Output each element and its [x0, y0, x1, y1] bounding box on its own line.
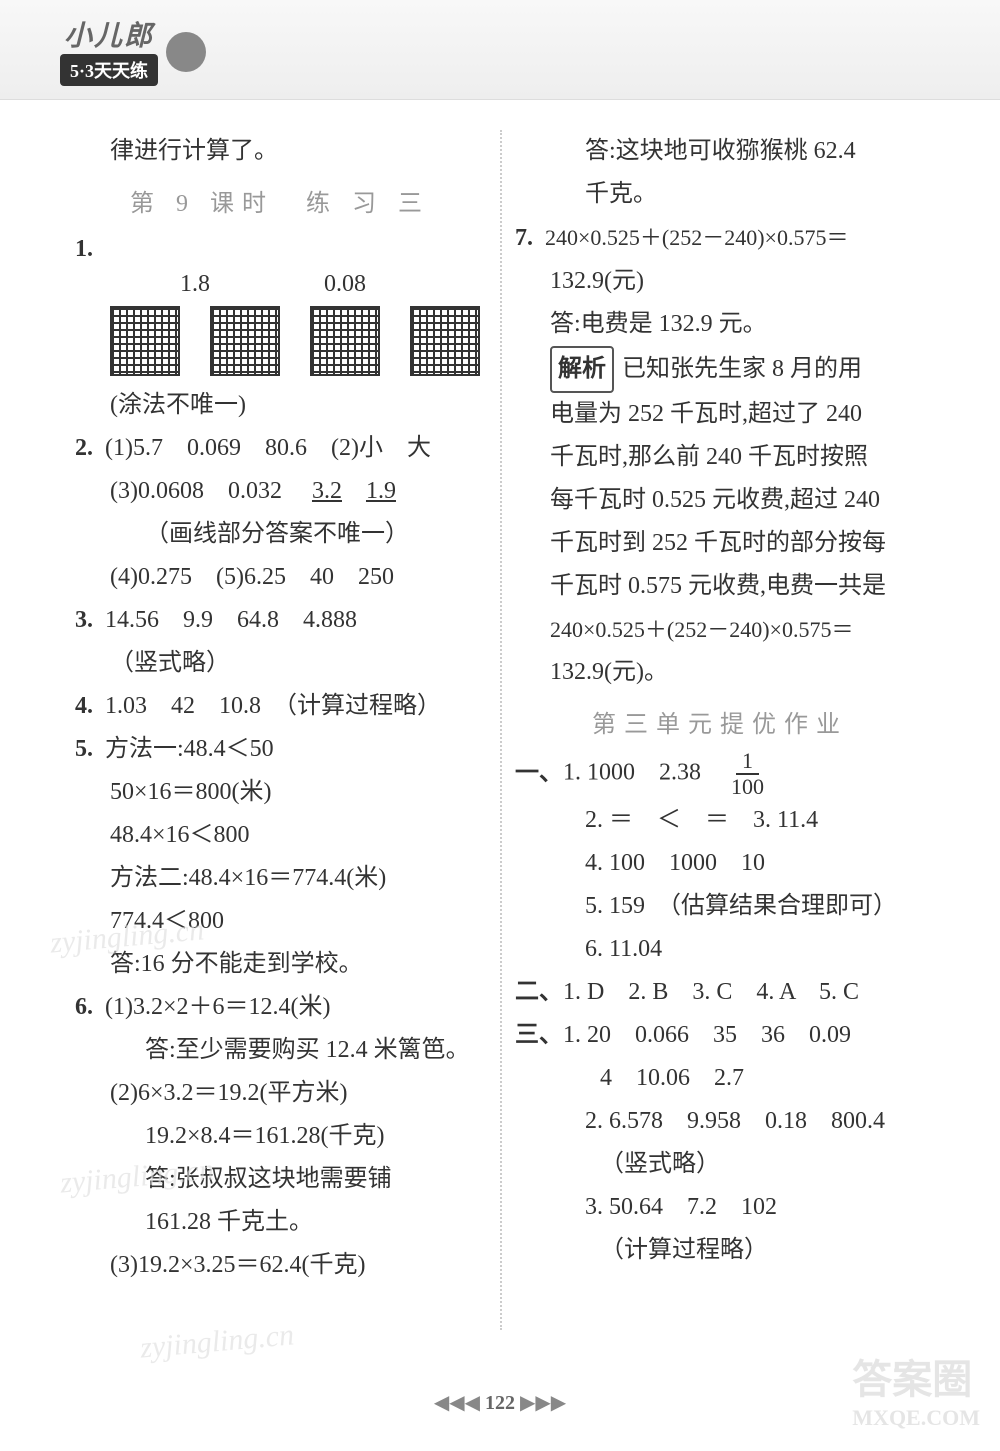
text: (3)0.0608 0.032	[110, 478, 306, 504]
text-line: 132.9(元)	[515, 260, 925, 303]
text-line: 电量为 252 千瓦时,超过了 240	[515, 393, 925, 436]
cartoon-icon	[166, 32, 206, 72]
page-footer: ◀◀◀ 122 ▶▶▶	[0, 1380, 1000, 1415]
text-line: 3. 50.64 7.2 102	[515, 1186, 925, 1229]
fraction: 1 100	[731, 749, 764, 799]
section-title: 第三单元提优作业	[515, 704, 925, 739]
item-number: 2.	[75, 427, 105, 470]
brand-url: MXQE.COM	[852, 1405, 980, 1431]
item-number: 1.	[75, 228, 105, 271]
note: (涂法不唯一)	[75, 384, 485, 427]
column-divider	[500, 130, 502, 1330]
text: 已知张先生家 8 月的用	[622, 356, 862, 382]
text-line: 4 10.06 2.7	[515, 1057, 925, 1100]
text-line: 2. 6.578 9.958 0.18 800.4	[515, 1100, 925, 1143]
text-line: (3)0.0608 0.032 3.2 1.9	[75, 470, 485, 513]
item-number: 7.	[515, 217, 545, 260]
text-line: （竖式略）	[515, 1143, 925, 1186]
text-line: 161.28 千克土。	[75, 1201, 485, 1244]
text-line: 240×0.525＋(252－240)×0.575＝	[515, 608, 925, 651]
fraction-denominator: 100	[731, 775, 764, 799]
text-line: 答:至少需要购买 12.4 米篱笆。	[75, 1029, 485, 1072]
page-number: 122	[485, 1392, 515, 1414]
s3-row: 三、 1. 20 0.066 35 36 0.09	[515, 1014, 925, 1057]
text-line: (1)5.7 0.069 80.6 (2)小 大	[105, 427, 431, 470]
value: 0.08	[280, 271, 410, 298]
grid-icon	[110, 306, 180, 376]
content-area: 律进行计算了。 第 9 课时 练 习 三 1. 1.8 0.08 (涂法不唯一)…	[0, 100, 1000, 1380]
watermark-brand: 答案圈 MXQE.COM	[852, 1347, 980, 1431]
jiexi-label: 解析	[550, 346, 614, 393]
text-line: (2)6×3.2＝19.2(平方米)	[75, 1072, 485, 1115]
text-line: (1)3.2×2＋6＝12.4(米)	[105, 986, 331, 1029]
text-line: 答:这块地可收猕猴桃 62.4	[515, 130, 925, 173]
brand-text: 答案圈	[852, 1347, 980, 1405]
page-header: 小儿郎 5·3天天练	[0, 0, 1000, 100]
text-line: 方法一:48.4＜50	[105, 728, 274, 771]
arrow-left-icon: ◀◀◀	[434, 1392, 480, 1414]
q1-values: 1.8 0.08	[75, 271, 485, 298]
q2-row: 2. (1)5.7 0.069 80.6 (2)小 大	[75, 427, 485, 470]
text-line: 50×16＝800(米)	[75, 771, 485, 814]
grid-blocks	[75, 306, 485, 376]
q7-row: 7. 240×0.525＋(252－240)×0.575＝	[515, 216, 925, 260]
item-number: 4.	[75, 685, 105, 728]
section-number: 二、	[515, 971, 563, 1014]
text-line: 每千瓦时 0.525 元收费,超过 240	[515, 479, 925, 522]
logo: 小儿郎 5·3天天练	[60, 14, 158, 86]
grid-icon	[410, 306, 480, 376]
grid-icon	[310, 306, 380, 376]
grid-icon	[210, 306, 280, 376]
fraction-numerator: 1	[736, 749, 759, 775]
item-number: 3.	[75, 599, 105, 642]
text-line: 4. 100 1000 10	[515, 842, 925, 885]
sub-logo: 5·3天天练	[60, 54, 158, 86]
text-line: 律进行计算了。	[75, 130, 485, 173]
text-line: 2. ＝ ＜ ＝ 3. 11.4	[515, 799, 925, 842]
text-line: 千克。	[515, 173, 925, 216]
text-line: 1. 20 0.066 35 36 0.09	[563, 1014, 851, 1057]
s1-row: 一、 1. 1000 2.38 1 100	[515, 749, 925, 799]
text-line: （计算过程略）	[515, 1229, 925, 1272]
s2-row: 二、 1. D 2. B 3. C 4. A 5. C	[515, 971, 925, 1014]
right-column: 答:这块地可收猕猴桃 62.4 千克。 7. 240×0.525＋(252－24…	[500, 130, 940, 1360]
analysis-line: 解析已知张先生家 8 月的用	[515, 346, 925, 393]
value: 1.8	[110, 271, 280, 298]
text-line: 240×0.525＋(252－240)×0.575＝	[545, 216, 848, 259]
q6-row: 6. (1)3.2×2＋6＝12.4(米)	[75, 986, 485, 1029]
q5-row: 5. 方法一:48.4＜50	[75, 728, 485, 771]
text-underline: 1.9	[366, 478, 396, 504]
text-line: 5. 159 （估算结果合理即可）	[515, 885, 925, 928]
text-line: 132.9(元)。	[515, 651, 925, 694]
text: 1. 1000 2.38	[563, 760, 725, 786]
text-line: (3)19.2×3.25＝62.4(千克)	[75, 1244, 485, 1287]
text-line: 19.2×8.4＝161.28(千克)	[75, 1115, 485, 1158]
section-number: 三、	[515, 1014, 563, 1057]
text-line: 千瓦时 0.575 元收费,电费一共是	[515, 565, 925, 608]
q1-row: 1.	[75, 228, 485, 271]
q3-row: 3. 14.56 9.9 64.8 4.888	[75, 599, 485, 642]
note: （竖式略）	[75, 642, 485, 685]
text-line: 6. 11.04	[515, 928, 925, 971]
logo-text: 小儿郎	[64, 14, 154, 54]
text-line: 1. 1000 2.38 1 100	[563, 749, 764, 799]
text-line: (4)0.275 (5)6.25 40 250	[75, 556, 485, 599]
text-line: 1. D 2. B 3. C 4. A 5. C	[563, 971, 859, 1014]
text-line: 答:电费是 132.9 元。	[515, 303, 925, 346]
text-line: 千瓦时,那么前 240 千瓦时按照	[515, 436, 925, 479]
section-title: 第 9 课时 练 习 三	[75, 183, 485, 218]
q4-row: 4. 1.03 42 10.8 （计算过程略）	[75, 685, 485, 728]
section-number: 一、	[515, 752, 563, 795]
arrow-right-icon: ▶▶▶	[520, 1392, 566, 1414]
note: （画线部分答案不唯一）	[75, 513, 485, 556]
text-underline: 3.2	[312, 478, 342, 504]
text-line: 48.4×16＜800	[75, 814, 485, 857]
item-number: 5.	[75, 728, 105, 771]
item-number: 6.	[75, 986, 105, 1029]
text-line: 方法二:48.4×16＝774.4(米)	[75, 857, 485, 900]
text-line: 千瓦时到 252 千瓦时的部分按每	[515, 522, 925, 565]
text-line: 1.03 42 10.8 （计算过程略）	[105, 685, 441, 728]
text-line: 14.56 9.9 64.8 4.888	[105, 599, 357, 642]
